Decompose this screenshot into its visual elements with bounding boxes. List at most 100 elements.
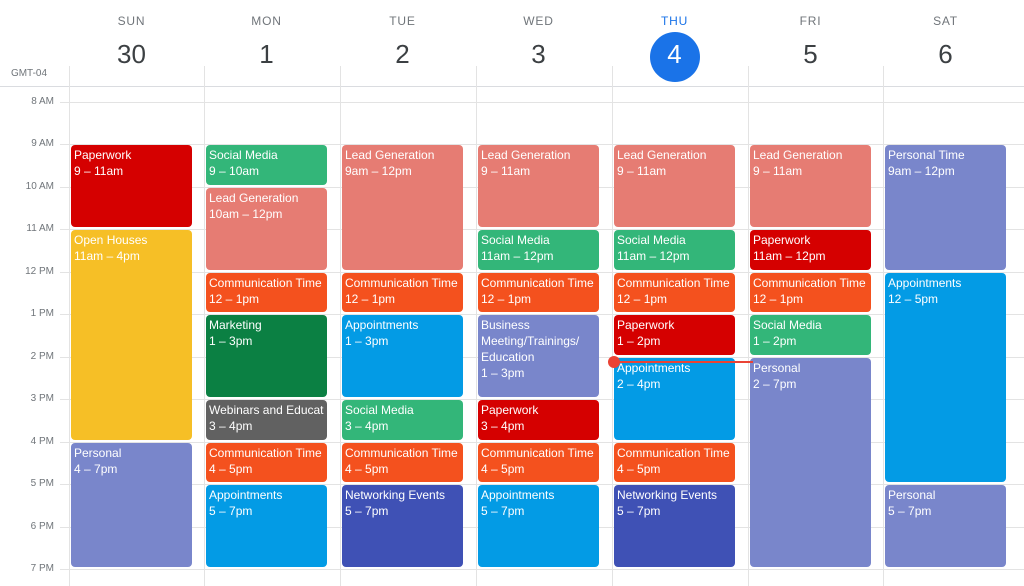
- event-time: 11am – 12pm: [753, 249, 826, 264]
- event-title: Personal: [753, 360, 801, 375]
- event-time: 2 – 4pm: [617, 376, 661, 391]
- hour-gridline: [60, 442, 1024, 443]
- day-number-wed[interactable]: 3: [531, 39, 546, 69]
- event-social-media[interactable]: Social Media 11am – 12pm: [478, 230, 599, 270]
- event-time: 5 – 7pm: [481, 504, 525, 519]
- event-social-media[interactable]: Social Media 3 – 4pm: [342, 400, 463, 440]
- event-networking-events[interactable]: Networking Events 5 – 7pm: [342, 485, 463, 567]
- day-name-sat: SAT: [933, 14, 958, 28]
- event-time: 10am – 12pm: [209, 206, 283, 221]
- today-circle[interactable]: [649, 32, 700, 82]
- event-lead-generation[interactable]: Lead Generation 9 – 11am: [614, 145, 735, 228]
- event-title: Lead Generation: [345, 148, 435, 163]
- event-lead-generation[interactable]: Lead Generation 10am – 12pm: [206, 187, 327, 270]
- event-appointments[interactable]: Appointments 5 – 7pm: [478, 485, 599, 567]
- event-personal[interactable]: Personal 5 – 7pm: [885, 485, 1006, 567]
- event-marketing[interactable]: Marketing 1 – 3pm: [206, 315, 327, 398]
- day-number-sat[interactable]: 6: [938, 39, 953, 69]
- day-number-sun[interactable]: 30: [117, 39, 146, 69]
- event-title: Communication Time: [209, 275, 322, 290]
- event-time: 1 – 2pm: [617, 334, 661, 349]
- event-title: Personal: [888, 488, 936, 503]
- event-paperwork[interactable]: Paperwork 1 – 2pm: [614, 315, 735, 355]
- day-number-thu[interactable]: 4: [667, 39, 682, 69]
- event-communication-time[interactable]: Communication Time 12 – 1pm: [342, 272, 463, 313]
- event-title: Social Media: [753, 318, 822, 333]
- current-time-dot: [608, 356, 620, 368]
- hour-label: 1 PM: [30, 308, 54, 319]
- event-lead-generation[interactable]: Lead Generation 9 – 11am: [478, 145, 599, 228]
- event-communication-time[interactable]: Communication Time 12 – 1pm: [614, 272, 735, 313]
- event-paperwork[interactable]: Paperwork 9 – 11am: [71, 145, 192, 228]
- event-business-meeting-trainings-education[interactable]: Business Meeting/Trainings/ Education 1 –…: [478, 315, 599, 398]
- event-title: Social Media: [345, 403, 414, 418]
- event-communication-time[interactable]: Communication Time 4 – 5pm: [614, 442, 735, 483]
- day-name-tue: TUE: [389, 14, 416, 28]
- event-title: Social Media: [617, 233, 686, 248]
- event-communication-time[interactable]: Communication Time 12 – 1pm: [206, 272, 327, 313]
- event-appointments[interactable]: Appointments 5 – 7pm: [206, 485, 327, 567]
- event-personal[interactable]: Personal 4 – 7pm: [71, 442, 192, 567]
- event-paperwork[interactable]: Paperwork 3 – 4pm: [478, 400, 599, 440]
- event-title: Lead Generation: [481, 148, 571, 163]
- event-title: Appointments: [617, 360, 691, 375]
- event-appointments[interactable]: Appointments 12 – 5pm: [885, 272, 1006, 483]
- event-personal-time[interactable]: Personal Time 9am – 12pm: [885, 145, 1006, 270]
- day-number-fri[interactable]: 5: [803, 39, 818, 69]
- event-social-media[interactable]: Social Media 11am – 12pm: [614, 230, 735, 270]
- event-personal[interactable]: Personal 2 – 7pm: [750, 357, 871, 567]
- event-title: Webinars and Education: [209, 403, 324, 418]
- hour-gridline: [60, 399, 1024, 400]
- event-time: 9 – 11am: [753, 164, 803, 179]
- hour-label: 4 PM: [30, 436, 54, 447]
- event-time: 1 – 3pm: [345, 334, 389, 349]
- event-title: Communication Time: [753, 275, 866, 290]
- event-communication-time[interactable]: Communication Time 4 – 5pm: [478, 442, 599, 483]
- day-number-mon[interactable]: 1: [259, 39, 274, 69]
- hour-label: 12 PM: [25, 266, 54, 277]
- event-lead-generation[interactable]: Lead Generation 9am – 12pm: [342, 145, 463, 270]
- event-title: Open Houses: [74, 233, 148, 248]
- event-title: Networking Events: [617, 488, 718, 503]
- event-time: 1 – 3pm: [209, 334, 253, 349]
- event-title: Paperwork: [617, 318, 675, 333]
- event-title: Paperwork: [481, 403, 539, 418]
- event-social-media[interactable]: Social Media 1 – 2pm: [750, 315, 871, 355]
- event-paperwork[interactable]: Paperwork 11am – 12pm: [750, 230, 871, 270]
- event-webinars-and-education[interactable]: Webinars and Education3 – 4pm: [206, 400, 327, 440]
- hour-label: 3 PM: [30, 393, 54, 404]
- current-time-line: [614, 361, 753, 363]
- event-communication-time[interactable]: Communication Time 12 – 1pm: [750, 272, 871, 313]
- hour-gridline: [60, 569, 1024, 570]
- event-appointments[interactable]: Appointments 2 – 4pm: [614, 357, 735, 440]
- event-communication-time[interactable]: Communication Time 12 – 1pm: [478, 272, 599, 313]
- event-time: 11am – 12pm: [481, 249, 554, 264]
- day-number-tue[interactable]: 2: [395, 39, 410, 69]
- event-networking-events[interactable]: Networking Events 5 – 7pm: [614, 485, 735, 567]
- event-social-media[interactable]: Social Media 9 – 10am: [206, 145, 327, 185]
- event-title: Personal: [74, 445, 122, 460]
- hour-gridline: [60, 102, 1024, 103]
- event-title: Paperwork: [74, 148, 132, 163]
- event-title: Appointments: [209, 488, 283, 503]
- event-lead-generation[interactable]: Lead Generation 9 – 11am: [750, 145, 871, 228]
- event-time: 1 – 2pm: [753, 334, 797, 349]
- event-time: 4 – 7pm: [74, 461, 118, 476]
- event-time: 3 – 4pm: [345, 419, 389, 434]
- event-time: 9 – 11am: [617, 164, 667, 179]
- event-open-houses[interactable]: Open Houses 11am – 4pm: [71, 230, 192, 440]
- event-time: 9am – 12pm: [888, 164, 955, 179]
- event-time: 4 – 5pm: [209, 461, 253, 476]
- event-time: 5 – 7pm: [209, 504, 253, 519]
- event-communication-time[interactable]: Communication Time 4 – 5pm: [206, 442, 327, 483]
- event-time: 11am – 4pm: [74, 249, 140, 264]
- day-name-wed: WED: [523, 14, 554, 28]
- event-title: Communication Time: [481, 445, 594, 460]
- column-divider: [340, 66, 341, 586]
- event-appointments[interactable]: Appointments 1 – 3pm: [342, 315, 463, 398]
- event-time: 12 – 1pm: [753, 291, 804, 306]
- hour-label: 11 AM: [26, 223, 54, 234]
- event-title: Communication Time: [209, 445, 322, 460]
- event-time: 2 – 7pm: [753, 376, 797, 391]
- event-communication-time[interactable]: Communication Time 4 – 5pm: [342, 442, 463, 483]
